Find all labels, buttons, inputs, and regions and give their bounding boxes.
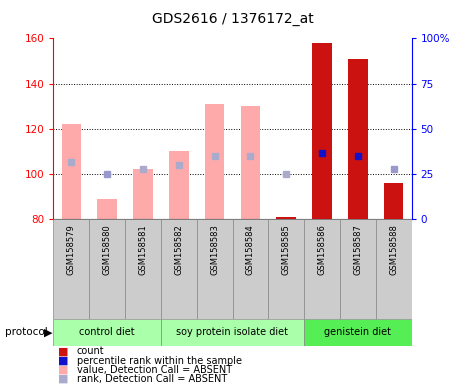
Text: ■: ■ [58,365,69,375]
Text: percentile rank within the sample: percentile rank within the sample [77,356,242,366]
Text: ■: ■ [58,356,69,366]
Text: rank, Detection Call = ABSENT: rank, Detection Call = ABSENT [77,374,227,384]
Bar [304,219,340,319]
Text: GSM158588: GSM158588 [389,224,398,275]
Text: GDS2616 / 1376172_at: GDS2616 / 1376172_at [152,12,313,25]
Bar [53,219,89,319]
Text: GSM158581: GSM158581 [139,224,147,275]
Bar [376,219,412,319]
Text: GSM158586: GSM158586 [318,224,326,275]
Text: genistein diet: genistein diet [324,327,392,337]
Bar [240,106,260,219]
Text: GSM158579: GSM158579 [67,224,76,275]
Bar [53,319,161,346]
Text: count: count [77,346,104,356]
Text: GSM158580: GSM158580 [103,224,112,275]
Bar [197,219,232,319]
Bar [348,59,368,219]
Text: ■: ■ [58,374,69,384]
Bar [276,217,296,219]
Bar [384,183,404,219]
Bar [232,219,268,319]
Bar [161,219,197,319]
Bar [169,151,189,219]
Text: GSM158583: GSM158583 [210,224,219,275]
Bar [125,219,161,319]
Bar [384,183,404,219]
Text: GSM158587: GSM158587 [353,224,362,275]
Bar [97,199,117,219]
Text: control diet: control diet [80,327,135,337]
Bar [304,319,412,346]
Bar [61,124,81,219]
Bar [205,104,225,219]
Text: protocol: protocol [5,327,47,337]
Bar [312,43,332,219]
Text: GSM158585: GSM158585 [282,224,291,275]
Bar [89,219,125,319]
Text: soy protein isolate diet: soy protein isolate diet [177,327,288,337]
Bar [340,219,376,319]
Bar [268,219,304,319]
Text: ■: ■ [58,346,69,356]
Text: value, Detection Call = ABSENT: value, Detection Call = ABSENT [77,365,232,375]
Text: ▶: ▶ [44,327,53,337]
Text: GSM158584: GSM158584 [246,224,255,275]
Text: GSM158582: GSM158582 [174,224,183,275]
Bar [133,169,153,219]
Bar [161,319,304,346]
